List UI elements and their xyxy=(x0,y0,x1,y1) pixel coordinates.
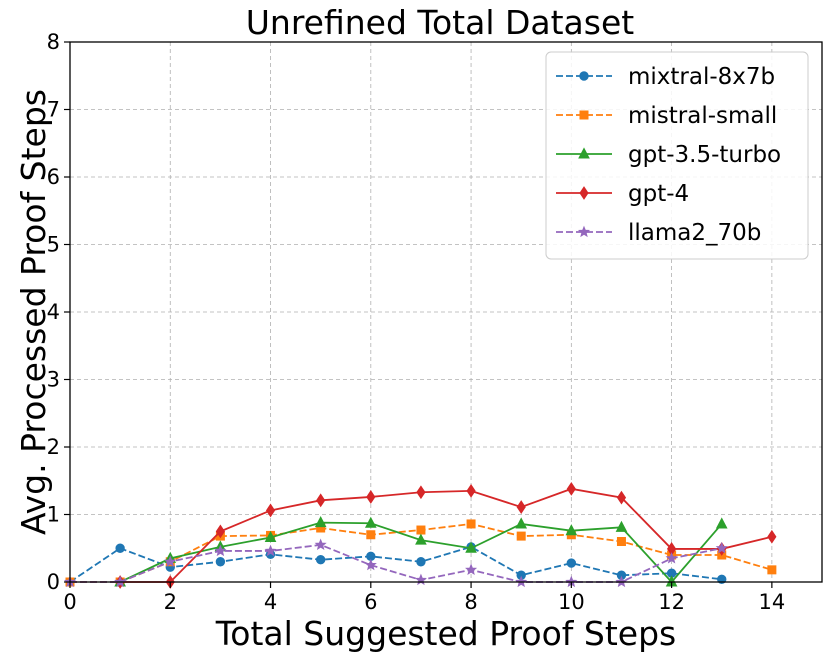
legend-entry: mixtral-8x7b xyxy=(556,64,775,90)
series-line xyxy=(69,545,722,583)
data-point xyxy=(466,519,476,529)
data-point xyxy=(315,555,326,565)
y-axis-label: Avg. Processed Proof Steps xyxy=(14,89,53,535)
series-layer xyxy=(63,481,777,589)
x-axis-label: Total Suggested Proof Steps xyxy=(215,614,676,653)
data-point xyxy=(566,558,577,568)
data-point xyxy=(214,544,227,557)
data-point xyxy=(516,531,526,541)
data-point xyxy=(215,524,226,539)
legend-label: mixtral-8x7b xyxy=(628,64,775,90)
y-tick-label: 1 xyxy=(47,503,60,527)
data-point xyxy=(515,517,528,529)
legend-marker xyxy=(578,147,590,159)
x-tick-label: 12 xyxy=(658,590,685,614)
data-point xyxy=(565,524,578,536)
legend-label: mistral-small xyxy=(628,103,777,129)
data-point xyxy=(215,557,226,567)
series-line xyxy=(70,543,722,583)
series-llama2_70b xyxy=(63,538,728,588)
y-tick-label: 7 xyxy=(47,98,60,122)
legend-box xyxy=(545,51,809,260)
data-point xyxy=(416,557,426,567)
data-point xyxy=(314,538,327,551)
x-tick-label: 14 xyxy=(758,590,785,614)
x-tick-label: 8 xyxy=(464,590,477,614)
data-point xyxy=(264,530,277,542)
y-tick-label: 4 xyxy=(47,300,60,324)
data-point xyxy=(715,541,728,554)
data-point xyxy=(715,517,728,529)
data-point xyxy=(415,533,427,545)
x-axis: 0 2 4 6 8 10 12 14 xyxy=(63,582,785,614)
data-point xyxy=(566,481,576,496)
series-mixtral-8x7b xyxy=(65,542,727,587)
data-point xyxy=(665,552,678,564)
legend-entry: llama2_70b xyxy=(556,220,761,246)
x-tick-label: 0 xyxy=(63,590,76,614)
legend-marker xyxy=(577,225,591,238)
x-tick-label: 4 xyxy=(264,590,277,614)
data-point xyxy=(314,516,327,528)
data-point xyxy=(316,493,326,508)
legend-entry: gpt-3.5-turbo xyxy=(556,142,781,168)
data-point xyxy=(466,483,476,498)
series-gpt-4 xyxy=(115,481,777,589)
legend-entry: mistral-small xyxy=(556,103,777,129)
data-point xyxy=(465,563,478,575)
data-point xyxy=(416,485,426,500)
x-tick-label: 6 xyxy=(364,590,377,614)
data-point xyxy=(767,529,777,544)
data-point xyxy=(516,500,526,514)
y-axis: 0 1 2 3 4 5 6 7 8 xyxy=(47,30,70,594)
legend-label: gpt-3.5-turbo xyxy=(628,142,781,168)
y-tick-label: 5 xyxy=(47,233,60,257)
data-point xyxy=(364,558,377,571)
y-tick-label: 3 xyxy=(47,368,60,392)
data-point xyxy=(767,565,777,575)
data-point xyxy=(465,541,477,553)
y-tick-label: 6 xyxy=(47,165,60,189)
legend: mixtral-8x7b mistral-small gpt-3.5-turbo gp… xyxy=(545,51,809,260)
legend-label: llama2_70b xyxy=(628,220,761,246)
chart-title: Unrefined Total Dataset xyxy=(246,3,635,42)
data-point xyxy=(616,537,626,546)
data-point xyxy=(115,543,125,553)
legend-entry: gpt-4 xyxy=(556,181,689,207)
data-point xyxy=(615,520,628,532)
series-line xyxy=(120,487,773,583)
data-point xyxy=(364,516,377,528)
data-point xyxy=(265,503,276,518)
legend-marker xyxy=(579,110,589,120)
data-point xyxy=(616,490,627,505)
y-tick-label: 0 xyxy=(47,570,60,594)
data-point xyxy=(366,530,376,540)
x-tick-label: 2 xyxy=(164,590,177,614)
legend-marker xyxy=(579,71,589,81)
data-point xyxy=(264,544,277,557)
legend-marker xyxy=(579,186,589,200)
data-point xyxy=(164,555,177,567)
data-point xyxy=(416,525,426,535)
x-tick-label: 10 xyxy=(558,590,585,614)
y-tick-label: 2 xyxy=(47,435,60,459)
legend-label: gpt-4 xyxy=(628,181,689,207)
data-point xyxy=(366,490,376,504)
y-tick-label: 8 xyxy=(47,30,60,54)
data-point xyxy=(414,573,427,586)
